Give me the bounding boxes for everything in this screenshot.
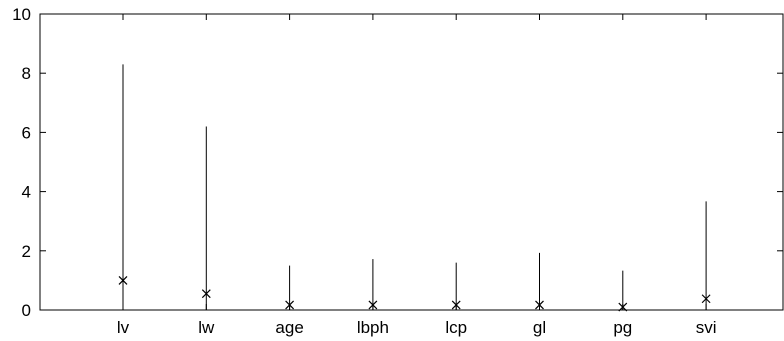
y-tick-label: 2 xyxy=(22,242,31,261)
x-tick-label: lcp xyxy=(445,318,467,337)
plot-area xyxy=(118,64,711,312)
x-tick-label: pg xyxy=(613,318,632,337)
x-marker xyxy=(701,294,711,304)
x-marker-stroke xyxy=(701,294,711,304)
x-marker-stroke xyxy=(201,289,211,299)
y-tick-label: 4 xyxy=(22,183,31,202)
y-tick-label: 8 xyxy=(22,64,31,83)
x-tick-label: svi xyxy=(696,318,717,337)
x-tick-label: age xyxy=(275,318,303,337)
y-axis: 0 2 4 6 8 10 xyxy=(12,5,783,320)
x-marker xyxy=(201,289,211,299)
y-tick-label: 6 xyxy=(22,123,31,142)
x-tick-label: gl xyxy=(533,318,546,337)
x-marker-stroke xyxy=(118,275,128,285)
x-axis: lv lw age lbph lcp gl pg svi xyxy=(117,14,717,337)
y-tick-label: 10 xyxy=(12,5,31,24)
plot-frame xyxy=(39,13,784,311)
x-tick-label: lw xyxy=(198,318,215,337)
y-tick-label: 0 xyxy=(22,301,31,320)
x-tick-label: lbph xyxy=(357,318,389,337)
x-marker xyxy=(118,275,128,285)
x-tick-label: lv xyxy=(117,318,130,337)
